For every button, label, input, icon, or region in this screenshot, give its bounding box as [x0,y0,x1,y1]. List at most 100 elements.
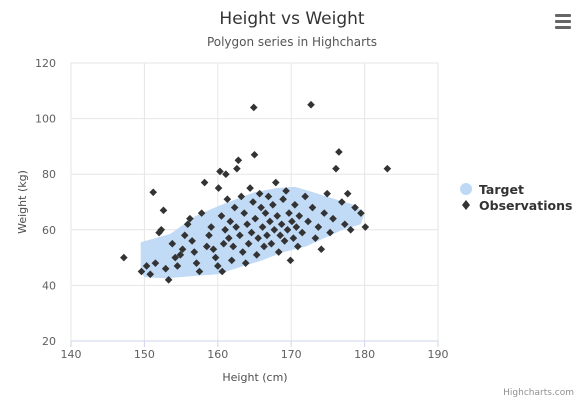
observation-point[interactable] [274,248,283,256]
observation-point[interactable] [340,220,349,229]
observation-point[interactable] [271,178,280,187]
observation-point[interactable] [249,103,258,112]
observation-point[interactable] [323,189,331,198]
legend-observations-label[interactable]: Observations [479,198,572,213]
observation-point[interactable] [338,198,346,206]
observation-point[interactable] [200,178,209,187]
observation-point[interactable] [226,217,235,226]
observation-point[interactable] [227,256,236,265]
observation-point[interactable] [190,248,199,256]
observation-point[interactable] [238,248,247,256]
observation-point[interactable] [232,223,240,231]
observation-point[interactable] [289,234,298,242]
observation-point[interactable] [307,100,315,109]
observation-point[interactable] [241,259,250,267]
observation-point[interactable] [202,242,211,251]
observation-point[interactable] [251,214,260,223]
observation-point[interactable] [137,267,146,276]
observation-point[interactable] [298,228,307,237]
observation-point[interactable] [320,209,329,217]
observation-point[interactable] [214,184,223,192]
observation-point[interactable] [311,234,320,242]
legend-target-label[interactable]: Target [479,182,524,197]
observation-point[interactable] [264,192,273,201]
observation-point[interactable] [250,150,259,159]
observation-point[interactable] [168,239,177,248]
observation-point[interactable] [295,212,304,220]
observation-point[interactable] [304,217,312,226]
observation-point[interactable] [233,164,241,173]
observation-point[interactable] [258,223,267,231]
observation-point[interactable] [149,188,158,197]
observation-point[interactable] [276,231,284,240]
observation-point[interactable] [286,256,295,265]
observation-point[interactable] [120,253,128,262]
observation-point[interactable] [361,223,370,231]
observation-point[interactable] [171,253,180,262]
observation-point[interactable] [335,148,343,156]
observation-point[interactable] [301,192,309,201]
observation-point[interactable] [214,262,222,270]
observation-point[interactable] [254,234,262,242]
observation-point[interactable] [236,231,244,240]
observation-point[interactable] [282,187,290,195]
observation-point[interactable] [269,200,277,209]
observation-point[interactable] [314,223,323,231]
observation-point[interactable] [273,212,282,220]
observation-point[interactable] [230,203,239,212]
observation-point[interactable] [283,226,292,234]
observation-point[interactable] [188,237,196,245]
observation-point[interactable] [351,203,359,212]
observation-point[interactable] [329,214,337,223]
legend-item-target[interactable]: Target [460,182,524,197]
observation-point[interactable] [277,220,286,229]
observation-point[interactable] [221,226,229,234]
observation-point[interactable] [222,170,230,178]
observation-point[interactable] [261,209,270,217]
observation-point[interactable] [288,217,296,226]
observation-point[interactable] [157,226,166,234]
observation-point[interactable] [209,245,218,254]
observation-point[interactable] [205,231,213,240]
credits-link[interactable]: Highcharts.com [503,388,574,398]
observation-point[interactable] [192,259,201,267]
observation-point[interactable] [383,164,392,173]
observation-point[interactable] [146,270,155,279]
observation-point[interactable] [308,203,317,212]
observation-point[interactable] [247,228,256,237]
observation-point[interactable] [255,189,264,198]
observation-point[interactable] [280,237,289,245]
observation-point[interactable] [155,228,163,237]
observation-point[interactable] [266,217,274,226]
observation-point[interactable] [249,198,257,206]
observation-point[interactable] [225,234,233,242]
observation-point[interactable] [252,251,261,259]
observation-point[interactable] [240,209,249,217]
observation-point[interactable] [260,242,268,251]
observation-point[interactable] [243,220,251,229]
observation-point[interactable] [151,259,160,267]
legend-item-observations[interactable]: Observations [462,198,572,213]
observation-point[interactable] [285,209,293,217]
observation-point[interactable] [267,239,276,248]
observation-point[interactable] [216,167,224,176]
observation-point[interactable] [294,242,302,251]
observation-point[interactable] [257,203,265,212]
observation-point[interactable] [180,231,189,240]
observation-point[interactable] [197,209,206,217]
observation-point[interactable] [326,228,334,237]
observation-point[interactable] [332,164,340,173]
observation-point[interactable] [164,276,173,284]
observation-point[interactable] [211,253,220,262]
observation-point[interactable] [317,245,326,254]
observation-point[interactable] [279,195,287,204]
observation-point[interactable] [223,195,232,204]
observation-point[interactable] [218,267,227,276]
observation-point[interactable] [237,192,246,201]
observation-point[interactable] [263,231,271,240]
observation-point[interactable] [229,242,238,251]
observation-point[interactable] [186,214,194,223]
observation-point[interactable] [173,262,182,270]
observation-point[interactable] [244,239,253,248]
observation-point[interactable] [246,184,254,192]
